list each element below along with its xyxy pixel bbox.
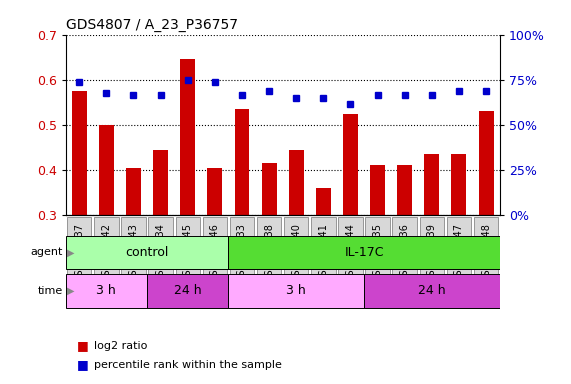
Text: GSM808640: GSM808640 [291,223,301,282]
Bar [397,166,412,215]
FancyBboxPatch shape [66,274,147,308]
Bar [316,188,331,215]
Text: GSM808645: GSM808645 [183,223,193,282]
FancyBboxPatch shape [175,217,200,288]
Bar [99,125,114,215]
FancyBboxPatch shape [257,217,282,288]
Text: IL-17C: IL-17C [344,246,384,259]
FancyBboxPatch shape [147,274,228,308]
Bar [452,154,467,215]
Text: GSM808634: GSM808634 [155,223,166,282]
FancyBboxPatch shape [67,217,91,288]
Bar [289,150,304,215]
Text: GSM808637: GSM808637 [74,223,85,282]
FancyBboxPatch shape [338,217,363,288]
Bar [235,109,250,215]
Text: time: time [38,286,63,296]
FancyBboxPatch shape [121,217,146,288]
Text: ■: ■ [77,358,89,371]
Text: ▶: ▶ [67,286,74,296]
FancyBboxPatch shape [228,274,364,308]
FancyBboxPatch shape [284,217,308,288]
Text: ▶: ▶ [67,247,74,258]
FancyBboxPatch shape [203,217,227,288]
Text: GSM808643: GSM808643 [128,223,139,282]
Text: 3 h: 3 h [96,285,116,297]
FancyBboxPatch shape [66,236,228,269]
Text: GSM808641: GSM808641 [318,223,328,282]
Text: GSM808633: GSM808633 [237,223,247,282]
Text: 24 h: 24 h [174,285,202,297]
FancyBboxPatch shape [420,217,444,288]
FancyBboxPatch shape [228,236,500,269]
Bar [207,168,222,215]
Text: GSM808648: GSM808648 [481,223,491,282]
FancyBboxPatch shape [447,217,471,288]
Text: GSM808636: GSM808636 [400,223,410,282]
FancyBboxPatch shape [364,274,500,308]
Bar [180,60,195,215]
Bar [153,150,168,215]
Text: GSM808635: GSM808635 [372,223,383,282]
Text: 3 h: 3 h [286,285,306,297]
FancyBboxPatch shape [94,217,119,288]
FancyBboxPatch shape [148,217,173,288]
FancyBboxPatch shape [474,217,498,288]
Text: GSM808639: GSM808639 [427,223,437,282]
Text: GDS4807 / A_23_P36757: GDS4807 / A_23_P36757 [66,18,238,32]
Text: ■: ■ [77,339,89,352]
Bar [370,166,385,215]
Bar [424,154,439,215]
Text: 24 h: 24 h [418,285,445,297]
Text: GSM808646: GSM808646 [210,223,220,282]
Text: GSM808647: GSM808647 [454,223,464,282]
Bar [126,168,141,215]
FancyBboxPatch shape [392,217,417,288]
Bar [72,91,87,215]
FancyBboxPatch shape [230,217,254,288]
Text: agent: agent [30,247,63,258]
Bar [262,163,276,215]
FancyBboxPatch shape [311,217,336,288]
Text: GSM808644: GSM808644 [345,223,356,282]
Text: percentile rank within the sample: percentile rank within the sample [94,360,282,370]
Text: log2 ratio: log2 ratio [94,341,147,351]
Text: GSM808642: GSM808642 [101,223,111,282]
Text: GSM808638: GSM808638 [264,223,274,282]
Text: control: control [126,246,168,259]
Bar [343,114,358,215]
FancyBboxPatch shape [365,217,390,288]
Bar [478,111,493,215]
